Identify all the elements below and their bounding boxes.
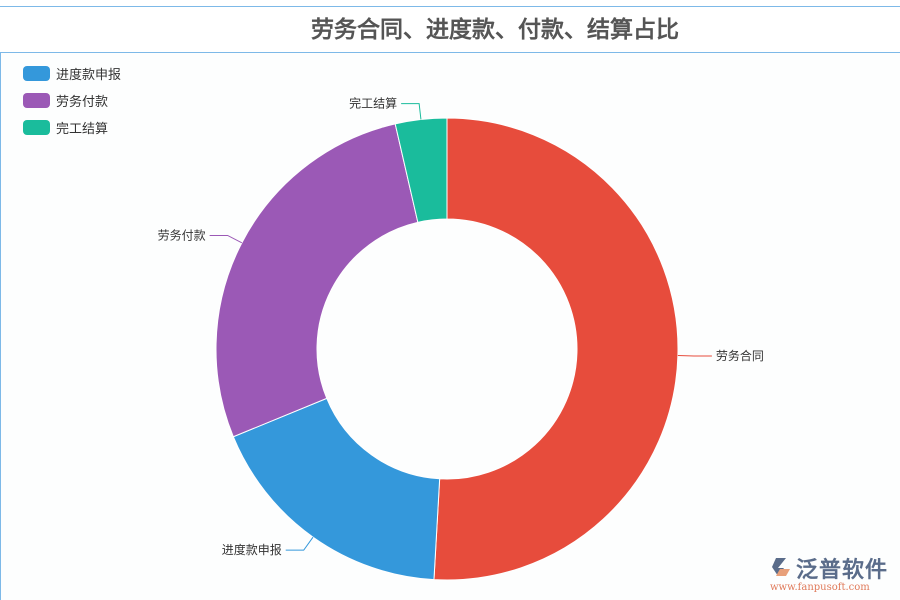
label-leader	[209, 234, 243, 244]
slice-3[interactable]	[394, 117, 448, 223]
chart-title: 劳务合同、进度款、付款、结算占比	[311, 17, 679, 43]
legend-label: 进度款申报	[56, 68, 122, 83]
slice-label: 劳务付款	[158, 227, 206, 242]
top-border	[0, 6, 900, 7]
logo-name: 泛普软件	[796, 558, 889, 583]
label-leader	[285, 536, 314, 551]
logo: 泛普软件 www.fanpusoft.com	[770, 552, 888, 593]
legend-swatch	[23, 93, 50, 108]
legend-item[interactable]: 劳务付款	[23, 87, 121, 114]
legend-label: 劳务付款	[56, 95, 109, 110]
slice-label: 完工结算	[349, 96, 397, 111]
logo-url: www.fanpusoft.com	[770, 582, 870, 593]
legend-swatch	[23, 120, 50, 135]
slice-1[interactable]	[232, 397, 441, 581]
legend-item[interactable]: 进度款申报	[23, 60, 121, 87]
legend-swatch	[23, 66, 50, 81]
label-leader	[401, 103, 422, 120]
slice-2[interactable]	[215, 123, 419, 438]
logo-icon	[772, 558, 790, 576]
legend: 进度款申报 劳务付款 完工结算	[23, 60, 121, 141]
legend-label: 完工结算	[56, 122, 109, 137]
slice-0[interactable]	[433, 117, 679, 581]
slice-label: 进度款申报	[222, 542, 282, 557]
slice-label: 劳务合同	[716, 348, 764, 363]
legend-item[interactable]: 完工结算	[23, 114, 121, 141]
